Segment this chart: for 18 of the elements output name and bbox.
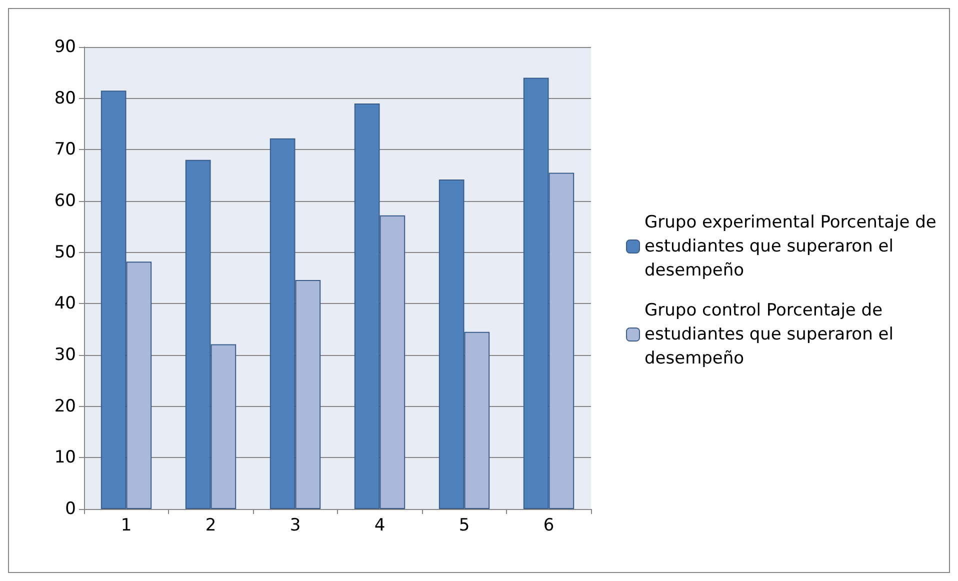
x-tick-label: 5 <box>458 516 470 536</box>
y-tick-label: 70 <box>54 140 76 160</box>
y-tick-label: 60 <box>54 191 76 211</box>
legend-label: Grupo control Porcentaje de estudiantes que superaron el desempeño <box>644 300 899 368</box>
y-tick-label: 0 <box>65 499 76 519</box>
y-tick-label: 20 <box>54 396 76 416</box>
y-tick-label: 10 <box>54 448 76 468</box>
x-tick-label: 2 <box>205 516 216 536</box>
x-tick-label: 4 <box>374 516 386 536</box>
legend-label: Grupo experimental Porcentaje de estudiantes que superaron el desempeño <box>644 212 942 280</box>
y-tick-label: 90 <box>54 37 76 57</box>
x-tick-label: 6 <box>543 516 554 536</box>
x-tick-label: 3 <box>290 516 301 536</box>
x-tick-label: 1 <box>120 516 132 536</box>
y-tick-label: 40 <box>54 294 76 314</box>
y-tick-label: 30 <box>54 345 76 365</box>
y-tick-label: 80 <box>54 88 76 108</box>
y-tick-label: 50 <box>54 242 76 262</box>
